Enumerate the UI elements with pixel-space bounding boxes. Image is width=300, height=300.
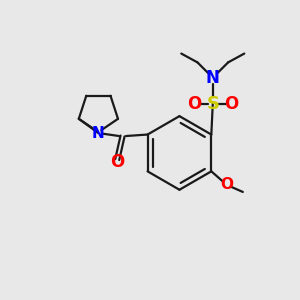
Text: N: N	[92, 126, 105, 141]
Text: O: O	[188, 94, 202, 112]
Text: S: S	[206, 94, 219, 112]
Text: O: O	[220, 177, 233, 192]
Text: O: O	[224, 94, 238, 112]
Text: N: N	[206, 69, 220, 87]
Text: O: O	[110, 153, 124, 171]
